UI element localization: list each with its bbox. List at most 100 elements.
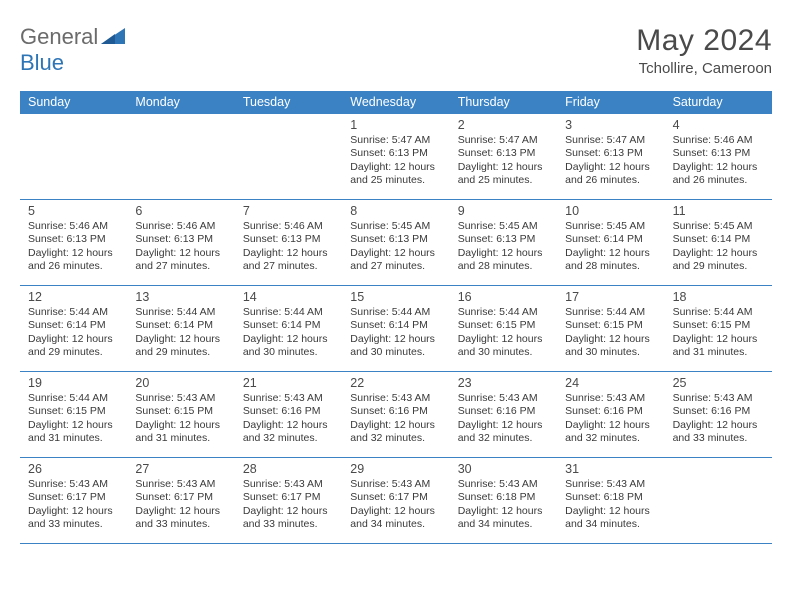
- day-cell: 10 Sunrise: 5:45 AMSunset: 6:14 PMDayligh…: [557, 200, 664, 285]
- day-info: Sunrise: 5:43 AMSunset: 6:16 PMDaylight:…: [243, 392, 336, 446]
- day-number: 2: [458, 118, 551, 132]
- day-info: Sunrise: 5:46 AMSunset: 6:13 PMDaylight:…: [673, 134, 766, 188]
- day-cell: 19Sunrise: 5:44 AMSunset: 6:15 PMDayligh…: [20, 372, 127, 457]
- calendar-week-row: 1 Sunrise: 5:47 AMSunset: 6:13 PMDaylight…: [20, 114, 772, 200]
- day-info: Sunrise: 5:45 AMSunset: 6:13 PMDaylight:…: [350, 220, 443, 274]
- calendar-week-row: 5 Sunrise: 5:46 AMSunset: 6:13 PMDaylight…: [20, 200, 772, 286]
- day-headers-row: SundayMondayTuesdayWednesdayThursdayFrid…: [20, 91, 772, 114]
- day-cell: 14 Sunrise: 5:44 AMSunset: 6:14 PMDayligh…: [235, 286, 342, 371]
- day-number: 24: [565, 376, 658, 390]
- day-cell: 17 Sunrise: 5:44 AMSunset: 6:15 PMDayligh…: [557, 286, 664, 371]
- day-cell: [127, 114, 234, 199]
- day-cell: 13 Sunrise: 5:44 AMSunset: 6:14 PMDayligh…: [127, 286, 234, 371]
- calendar-weeks: 1 Sunrise: 5:47 AMSunset: 6:13 PMDaylight…: [20, 114, 772, 544]
- day-header: Wednesday: [342, 91, 449, 114]
- day-info: Sunrise: 5:44 AMSunset: 6:15 PMDaylight:…: [673, 306, 766, 360]
- day-info: Sunrise: 5:43 AMSunset: 6:16 PMDaylight:…: [673, 392, 766, 446]
- day-number: 1: [350, 118, 443, 132]
- day-number: 13: [135, 290, 228, 304]
- day-cell: 27 Sunrise: 5:43 AMSunset: 6:17 PMDayligh…: [127, 458, 234, 543]
- day-header: Monday: [127, 91, 234, 114]
- day-cell: [665, 458, 772, 543]
- day-number: 8: [350, 204, 443, 218]
- logo-triangle-icon: [101, 26, 125, 44]
- day-number: 26: [28, 462, 121, 476]
- day-number: 15: [350, 290, 443, 304]
- day-cell: 21 Sunrise: 5:43 AMSunset: 6:16 PMDayligh…: [235, 372, 342, 457]
- day-info: Sunrise: 5:43 AMSunset: 6:18 PMDaylight:…: [458, 478, 551, 532]
- day-info: Sunrise: 5:43 AMSunset: 6:17 PMDaylight:…: [350, 478, 443, 532]
- day-cell: 28 Sunrise: 5:43 AMSunset: 6:17 PMDayligh…: [235, 458, 342, 543]
- logo: GeneralBlue: [20, 24, 125, 76]
- day-header: Thursday: [450, 91, 557, 114]
- day-number: 17: [565, 290, 658, 304]
- day-info: Sunrise: 5:47 AMSunset: 6:13 PMDaylight:…: [458, 134, 551, 188]
- page-header: GeneralBlue May 2024 Tchollire, Cameroon: [20, 24, 772, 77]
- day-number: 27: [135, 462, 228, 476]
- day-cell: 18 Sunrise: 5:44 AMSunset: 6:15 PMDayligh…: [665, 286, 772, 371]
- day-cell: 16Sunrise: 5:44 AMSunset: 6:15 PMDayligh…: [450, 286, 557, 371]
- day-cell: 5Sunrise: 5:46 AMSunset: 6:13 PMDaylight…: [20, 200, 127, 285]
- day-info: Sunrise: 5:43 AMSunset: 6:18 PMDaylight:…: [565, 478, 658, 532]
- day-number: 28: [243, 462, 336, 476]
- day-cell: 15 Sunrise: 5:44 AMSunset: 6:14 PMDayligh…: [342, 286, 449, 371]
- day-info: Sunrise: 5:45 AMSunset: 6:14 PMDaylight:…: [565, 220, 658, 274]
- day-cell: 25 Sunrise: 5:43 AMSunset: 6:16 PMDayligh…: [665, 372, 772, 457]
- day-info: Sunrise: 5:43 AMSunset: 6:17 PMDaylight:…: [135, 478, 228, 532]
- day-header: Sunday: [20, 91, 127, 114]
- day-number: 4: [673, 118, 766, 132]
- day-info: Sunrise: 5:47 AMSunset: 6:13 PMDaylight:…: [565, 134, 658, 188]
- day-number: 20: [135, 376, 228, 390]
- day-cell: 2 Sunrise: 5:47 AMSunset: 6:13 PMDaylight…: [450, 114, 557, 199]
- day-number: 30: [458, 462, 551, 476]
- day-number: 25: [673, 376, 766, 390]
- day-info: Sunrise: 5:46 AMSunset: 6:13 PMDaylight:…: [243, 220, 336, 274]
- logo-text-gray: General: [20, 24, 98, 49]
- day-cell: 7Sunrise: 5:46 AMSunset: 6:13 PMDaylight…: [235, 200, 342, 285]
- day-number: 9: [458, 204, 551, 218]
- day-number: 5: [28, 204, 121, 218]
- day-number: 11: [673, 204, 766, 218]
- day-cell: 12Sunrise: 5:44 AMSunset: 6:14 PMDayligh…: [20, 286, 127, 371]
- day-info: Sunrise: 5:43 AMSunset: 6:16 PMDaylight:…: [565, 392, 658, 446]
- day-info: Sunrise: 5:45 AMSunset: 6:13 PMDaylight:…: [458, 220, 551, 274]
- day-info: Sunrise: 5:45 AMSunset: 6:14 PMDaylight:…: [673, 220, 766, 274]
- day-cell: [20, 114, 127, 199]
- day-info: Sunrise: 5:44 AMSunset: 6:14 PMDaylight:…: [28, 306, 121, 360]
- day-cell: 8 Sunrise: 5:45 AMSunset: 6:13 PMDaylight…: [342, 200, 449, 285]
- day-cell: 4 Sunrise: 5:46 AMSunset: 6:13 PMDaylight…: [665, 114, 772, 199]
- day-info: Sunrise: 5:43 AMSunset: 6:17 PMDaylight:…: [243, 478, 336, 532]
- day-info: Sunrise: 5:46 AMSunset: 6:13 PMDaylight:…: [135, 220, 228, 274]
- day-header: Saturday: [665, 91, 772, 114]
- day-info: Sunrise: 5:44 AMSunset: 6:15 PMDaylight:…: [565, 306, 658, 360]
- day-info: Sunrise: 5:44 AMSunset: 6:14 PMDaylight:…: [135, 306, 228, 360]
- day-info: Sunrise: 5:44 AMSunset: 6:14 PMDaylight:…: [243, 306, 336, 360]
- day-info: Sunrise: 5:44 AMSunset: 6:14 PMDaylight:…: [350, 306, 443, 360]
- day-cell: 29Sunrise: 5:43 AMSunset: 6:17 PMDayligh…: [342, 458, 449, 543]
- day-cell: 26Sunrise: 5:43 AMSunset: 6:17 PMDayligh…: [20, 458, 127, 543]
- day-info: Sunrise: 5:47 AMSunset: 6:13 PMDaylight:…: [350, 134, 443, 188]
- day-header: Tuesday: [235, 91, 342, 114]
- day-number: 3: [565, 118, 658, 132]
- day-cell: 24 Sunrise: 5:43 AMSunset: 6:16 PMDayligh…: [557, 372, 664, 457]
- day-number: 18: [673, 290, 766, 304]
- day-info: Sunrise: 5:44 AMSunset: 6:15 PMDaylight:…: [458, 306, 551, 360]
- day-cell: 31Sunrise: 5:43 AMSunset: 6:18 PMDayligh…: [557, 458, 664, 543]
- calendar-week-row: 19Sunrise: 5:44 AMSunset: 6:15 PMDayligh…: [20, 372, 772, 458]
- day-number: 23: [458, 376, 551, 390]
- logo-text-blue: Blue: [20, 50, 64, 75]
- day-number: 6: [135, 204, 228, 218]
- day-number: 19: [28, 376, 121, 390]
- logo-text: GeneralBlue: [20, 24, 125, 76]
- day-info: Sunrise: 5:43 AMSunset: 6:16 PMDaylight:…: [350, 392, 443, 446]
- day-cell: 22 Sunrise: 5:43 AMSunset: 6:16 PMDayligh…: [342, 372, 449, 457]
- day-cell: [235, 114, 342, 199]
- day-number: 10: [565, 204, 658, 218]
- month-title: May 2024: [636, 24, 772, 58]
- day-number: 21: [243, 376, 336, 390]
- day-cell: 11 Sunrise: 5:45 AMSunset: 6:14 PMDayligh…: [665, 200, 772, 285]
- day-cell: 30 Sunrise: 5:43 AMSunset: 6:18 PMDayligh…: [450, 458, 557, 543]
- day-cell: 23Sunrise: 5:43 AMSunset: 6:16 PMDayligh…: [450, 372, 557, 457]
- day-number: 22: [350, 376, 443, 390]
- day-number: 14: [243, 290, 336, 304]
